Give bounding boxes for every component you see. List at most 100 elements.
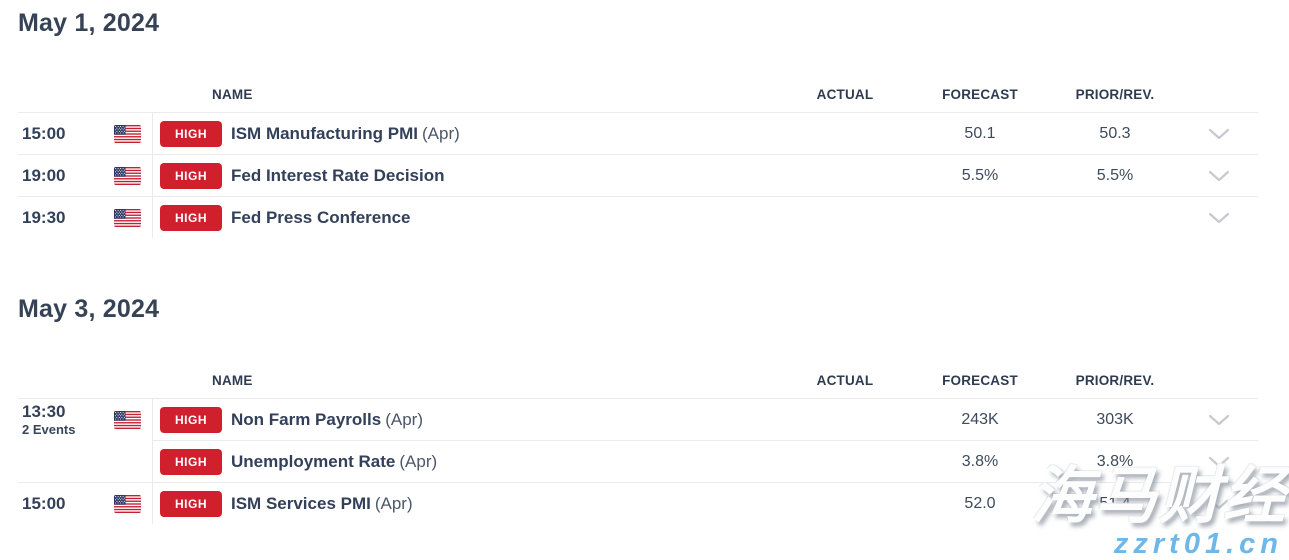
actual-value: [780, 197, 910, 238]
event-title: ISM Manufacturing PMI (Apr): [231, 124, 460, 144]
forecast-value: 5.5%: [961, 166, 999, 184]
economic-calendar-page: May 1, 2024 NAME ACTUAL FORECAST PRIOR/R…: [18, 9, 1258, 524]
header-forecast: FORECAST: [942, 86, 1018, 102]
importance-badge: HIGH: [160, 448, 222, 475]
us-flag-icon: [114, 124, 141, 143]
event-name: ISM Services PMI: [231, 493, 371, 513]
header-time-spacer: [18, 362, 152, 398]
event-period: (Apr): [399, 451, 438, 471]
importance-badge: HIGH: [160, 162, 222, 189]
event-cell: HIGH Non Farm Payrolls (Apr): [152, 399, 780, 440]
header-actual: ACTUAL: [816, 372, 874, 388]
expand-row-button[interactable]: [1180, 440, 1258, 482]
header-time-spacer: [18, 76, 152, 112]
chevron-down-icon: [1208, 170, 1230, 181]
event-name: Fed Interest Rate Decision: [231, 165, 445, 185]
event-name: Fed Press Conference: [231, 207, 411, 227]
event-cell: HIGH Fed Press Conference: [152, 197, 780, 238]
forecast-value: 243K: [961, 410, 999, 428]
event-time: 13:30: [22, 402, 66, 421]
header-expand-spacer: [1180, 76, 1258, 112]
event-cell: HIGH ISM Services PMI (Apr): [152, 483, 780, 524]
events-count: 2 Events: [22, 422, 76, 437]
table-row[interactable]: 15:00 HIGH ISM Manufacturing PMI (Apr) 50…: [18, 112, 1258, 154]
chevron-down-icon: [1208, 456, 1230, 467]
date-heading: May 1, 2024: [18, 9, 160, 37]
header-forecast: FORECAST: [942, 372, 1018, 388]
date-heading: May 3, 2024: [18, 295, 160, 323]
forecast-value: 52.0: [964, 494, 996, 512]
importance-badge: HIGH: [160, 406, 222, 433]
actual-value: [780, 399, 910, 440]
importance-badge: HIGH: [160, 490, 222, 517]
actual-value: [780, 483, 910, 524]
prior-value: 51.4: [1099, 494, 1131, 512]
forecast-value: [910, 197, 1050, 238]
event-time: 15:00: [22, 123, 66, 143]
forecast-value: 50.1: [964, 124, 996, 142]
expand-row-button[interactable]: [1180, 113, 1258, 154]
table-row[interactable]: 19:00 HIGH Fed Interest Rate Decision 5.…: [18, 154, 1258, 196]
importance-badge: HIGH: [160, 120, 222, 147]
table-row[interactable]: 15:00 HIGH ISM Services PMI (Apr) 52.0 51…: [18, 482, 1258, 524]
header-name: NAME: [212, 86, 253, 102]
event-title: Fed Press Conference: [231, 208, 411, 228]
table-row-grouped[interactable]: HIGH Unemployment Rate (Apr) 3.8% 3.8%: [18, 440, 1258, 482]
event-title: Unemployment Rate (Apr): [231, 452, 437, 472]
watermark-url: zzrt01.cn: [1113, 528, 1283, 560]
prior-value: 50.3: [1099, 124, 1131, 142]
event-title: ISM Services PMI (Apr): [231, 494, 413, 514]
event-period: (Apr): [385, 409, 423, 429]
table-header-row: NAME ACTUAL FORECAST PRIOR/REV.: [18, 362, 1258, 398]
time-cell: 15:00: [18, 113, 152, 154]
actual-value: [780, 440, 910, 482]
header-prior: PRIOR/REV.: [1075, 372, 1155, 388]
expand-row-button[interactable]: [1180, 483, 1258, 524]
chevron-down-icon: [1208, 498, 1230, 509]
expand-row-button[interactable]: [1180, 155, 1258, 196]
table-row[interactable]: 13:30 2 Events HIGH Non Farm Payrolls (Ap…: [18, 398, 1258, 440]
us-flag-icon: [114, 410, 141, 429]
table-row[interactable]: 19:30 HIGH Fed Press Conference: [18, 196, 1258, 238]
chevron-down-icon: [1208, 414, 1230, 425]
prior-value: 5.5%: [1096, 166, 1134, 184]
event-cell: HIGH Unemployment Rate (Apr): [152, 440, 780, 482]
importance-badge: HIGH: [160, 204, 222, 231]
prior-value: 303K: [1096, 410, 1134, 428]
event-time: 15:00: [22, 493, 66, 513]
column-divider: [152, 112, 153, 238]
event-cell: HIGH Fed Interest Rate Decision: [152, 155, 780, 196]
prior-value: [1050, 197, 1180, 238]
forecast-value: 3.8%: [910, 440, 1050, 482]
us-flag-icon: [114, 494, 141, 513]
event-time: 19:00: [22, 165, 66, 185]
event-title: Non Farm Payrolls (Apr): [231, 410, 423, 430]
event-name: Non Farm Payrolls: [231, 409, 382, 429]
chevron-down-icon: [1208, 212, 1230, 223]
calendar-table: NAME ACTUAL FORECAST PRIOR/REV. 13:30 2 …: [18, 362, 1258, 524]
actual-value: [780, 155, 910, 196]
prior-value: 3.8%: [1050, 440, 1180, 482]
us-flag-icon: [114, 208, 141, 227]
calendar-table: NAME ACTUAL FORECAST PRIOR/REV. 15:00 HI…: [18, 76, 1258, 238]
actual-value: [780, 113, 910, 154]
event-title: Fed Interest Rate Decision: [231, 166, 445, 186]
header-name: NAME: [212, 372, 253, 388]
header-actual: ACTUAL: [816, 86, 874, 102]
expand-row-button[interactable]: [1180, 399, 1258, 440]
event-period: (Apr): [422, 123, 460, 143]
column-divider: [152, 398, 153, 524]
time-cell: [18, 440, 152, 482]
header-expand-spacer: [1180, 362, 1258, 398]
chevron-down-icon: [1208, 128, 1230, 139]
event-name: Unemployment Rate: [231, 451, 396, 471]
time-cell: 19:00: [18, 155, 152, 196]
table-header-row: NAME ACTUAL FORECAST PRIOR/REV.: [18, 76, 1258, 112]
time-cell: 13:30 2 Events: [18, 399, 152, 440]
event-time: 19:30: [22, 207, 66, 227]
event-name: ISM Manufacturing PMI: [231, 123, 418, 143]
us-flag-icon: [114, 166, 141, 185]
event-period: (Apr): [374, 493, 413, 513]
expand-row-button[interactable]: [1180, 197, 1258, 238]
event-cell: HIGH ISM Manufacturing PMI (Apr): [152, 113, 780, 154]
